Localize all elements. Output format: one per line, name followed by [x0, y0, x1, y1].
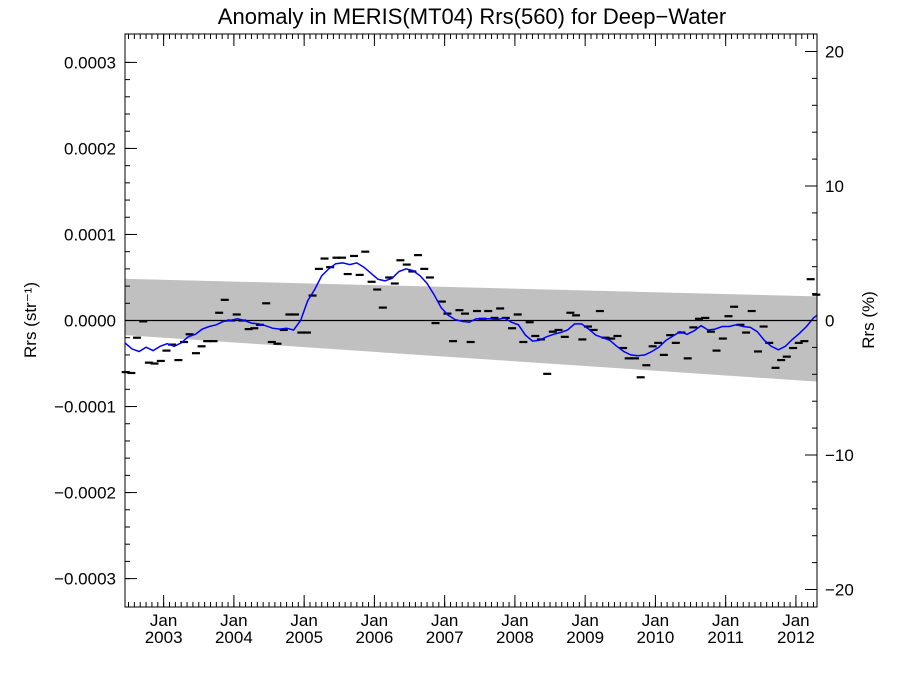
- y-axis-label-left: Rrs (str⁻¹): [21, 282, 40, 358]
- x-tick-label-month: Jan: [571, 611, 598, 630]
- axes: 0.0003 0.0002 0.0001 0.0000 −0.0001 −0.0002 −0…: [54, 33, 854, 647]
- x-tick-label-year: 2007: [426, 628, 464, 647]
- x-tick-label-year: 2003: [145, 628, 183, 647]
- x-tick-label-month: Jan: [712, 611, 739, 630]
- y-tick-label-right: 10: [825, 177, 844, 196]
- x-tick-label-year: 2006: [355, 628, 393, 647]
- x-tick-label-month: Jan: [642, 611, 669, 630]
- x-tick-label-year: 2011: [707, 628, 744, 647]
- smoothed-line: [124, 262, 818, 357]
- confidence-band: [125, 278, 817, 382]
- x-tick-label-month: Jan: [220, 611, 247, 630]
- y-tick-label-left: 0.0003: [64, 53, 116, 72]
- x-tick-label-month: Jan: [501, 611, 528, 630]
- y-tick-label-right: 0: [825, 312, 834, 331]
- y-tick-label-left: 0.0001: [64, 225, 116, 244]
- chart-title: Anomaly in MERIS(MT04) Rrs(560) for Deep…: [218, 4, 726, 29]
- x-tick-label-month: Jan: [361, 611, 388, 630]
- y-tick-label-left: −0.0002: [54, 484, 116, 503]
- y-axis-label-right: Rrs (%): [859, 291, 878, 349]
- y-tick-label-left: −0.0001: [54, 398, 116, 417]
- y-tick-label-left: 0.0000: [64, 312, 116, 331]
- x-tick-label-month: Jan: [150, 611, 177, 630]
- x-tick-label-year: 2004: [215, 628, 253, 647]
- x-tick-label-year: 2008: [496, 628, 534, 647]
- x-tick-label-month: Jan: [431, 611, 458, 630]
- y-tick-label-right: −10: [825, 446, 854, 465]
- plot-area: [121, 250, 821, 382]
- x-tick-label-year: 2010: [637, 628, 675, 647]
- y-tick-label-right: −20: [825, 581, 854, 600]
- x-tick-label-year: 2005: [285, 628, 323, 647]
- y-tick-label-right: 20: [825, 42, 844, 61]
- x-tick-label-year: 2012: [777, 628, 815, 647]
- y-tick-label-left: −0.0003: [54, 570, 116, 589]
- x-tick-label-month: Jan: [782, 611, 809, 630]
- x-tick-label-month: Jan: [290, 611, 317, 630]
- x-tick-label-year: 2009: [566, 628, 604, 647]
- y-tick-label-left: 0.0002: [64, 139, 116, 158]
